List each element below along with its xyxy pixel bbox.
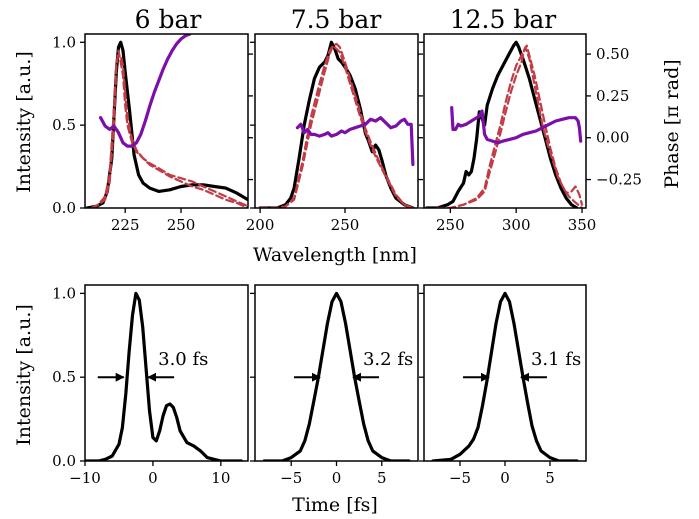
x-tick-label: 225 <box>111 216 140 234</box>
spectrum-line <box>262 291 411 461</box>
panel-title-12-5bar: 12.5 bar <box>450 5 557 34</box>
panel-title-6bar: 6 bar <box>135 5 202 34</box>
x-tick-label: −5 <box>449 469 471 487</box>
y-axis-label-bottom: Intensity [a.u.] <box>13 304 35 446</box>
axes-frame <box>84 33 249 209</box>
y-tick-label: 0.0 <box>52 199 76 217</box>
phase-line <box>295 116 415 167</box>
y-tick-label: 1.0 <box>52 284 76 302</box>
retrieved-spectrum-line <box>259 44 414 208</box>
plot-area <box>431 291 579 461</box>
axes-frame <box>254 33 419 209</box>
panel-3: 250 300 350 −0.25 0.00 0.25 0.50 <box>419 33 642 234</box>
x-tick-label: 0 <box>148 469 158 487</box>
panel-1: 225 250 0.0 0.5 1.0 <box>52 33 253 234</box>
y-tick-label: 0.5 <box>52 116 76 134</box>
x-axis-label-bottom: Time [fs] <box>292 494 378 516</box>
panel-5: −5 0 5 3.2 fs <box>250 284 419 487</box>
panel-6: −5 0 5 3.1 fs <box>419 284 587 487</box>
y2-axis-label-top: Phase [π rad] <box>661 59 683 188</box>
y-tick-label: 1.0 <box>52 33 76 51</box>
x-axis-label-top: Wavelength [nm] <box>253 244 417 266</box>
plot-area <box>258 40 415 208</box>
axes-frame <box>254 284 419 462</box>
plot-area <box>85 291 243 461</box>
x-tick-label: 300 <box>502 216 531 234</box>
retrieved-spectrum-line <box>436 46 584 208</box>
x-tick-label: 10 <box>211 469 230 487</box>
x-tick-label: 250 <box>167 216 196 234</box>
x-tick-label: 250 <box>331 216 360 234</box>
spectrum-line <box>85 40 248 208</box>
y2-tick-label: 0.50 <box>596 45 629 63</box>
y-tick-label: 0.0 <box>52 452 76 470</box>
axes-frame <box>423 33 587 209</box>
y2-tick-label: 0.00 <box>596 129 629 147</box>
fwhm-label: 3.2 fs <box>363 349 413 370</box>
plot-area <box>85 34 248 208</box>
fwhm-label: 3.0 fs <box>158 349 208 370</box>
x-tick-label: 0 <box>332 469 342 487</box>
y2-tick-label: −0.25 <box>596 171 642 189</box>
axes-frame <box>84 284 249 462</box>
axes-frame <box>423 284 587 462</box>
spectrum-line <box>258 40 415 208</box>
x-tick-label: −5 <box>280 469 302 487</box>
x-tick-label: −10 <box>69 469 101 487</box>
retrieved-spectrum-line <box>90 54 248 208</box>
x-tick-label: 5 <box>377 469 387 487</box>
x-tick-label: 200 <box>246 216 275 234</box>
x-tick-label: 350 <box>568 216 597 234</box>
phase-line <box>450 105 583 145</box>
spectrum-line <box>85 291 243 461</box>
y2-tick-label: 0.25 <box>596 87 629 105</box>
panel-title-7-5bar: 7.5 bar <box>291 5 382 34</box>
plot-area <box>262 291 411 461</box>
fwhm-label: 3.1 fs <box>531 349 581 370</box>
x-tick-label: 250 <box>436 216 465 234</box>
phase-line <box>98 34 192 148</box>
y-axis-label-top: Intensity [a.u.] <box>13 51 35 193</box>
x-tick-label: 0 <box>500 469 510 487</box>
panel-4: −10 0 10 0.0 0.5 1.0 3.0 fs <box>52 284 249 487</box>
spectrum-line <box>431 291 579 461</box>
plot-area <box>425 40 584 208</box>
panel-2: 200 250 <box>246 33 423 234</box>
x-tick-label: 5 <box>545 469 555 487</box>
spectrum-line <box>425 40 579 208</box>
y-tick-label: 0.5 <box>52 368 76 386</box>
